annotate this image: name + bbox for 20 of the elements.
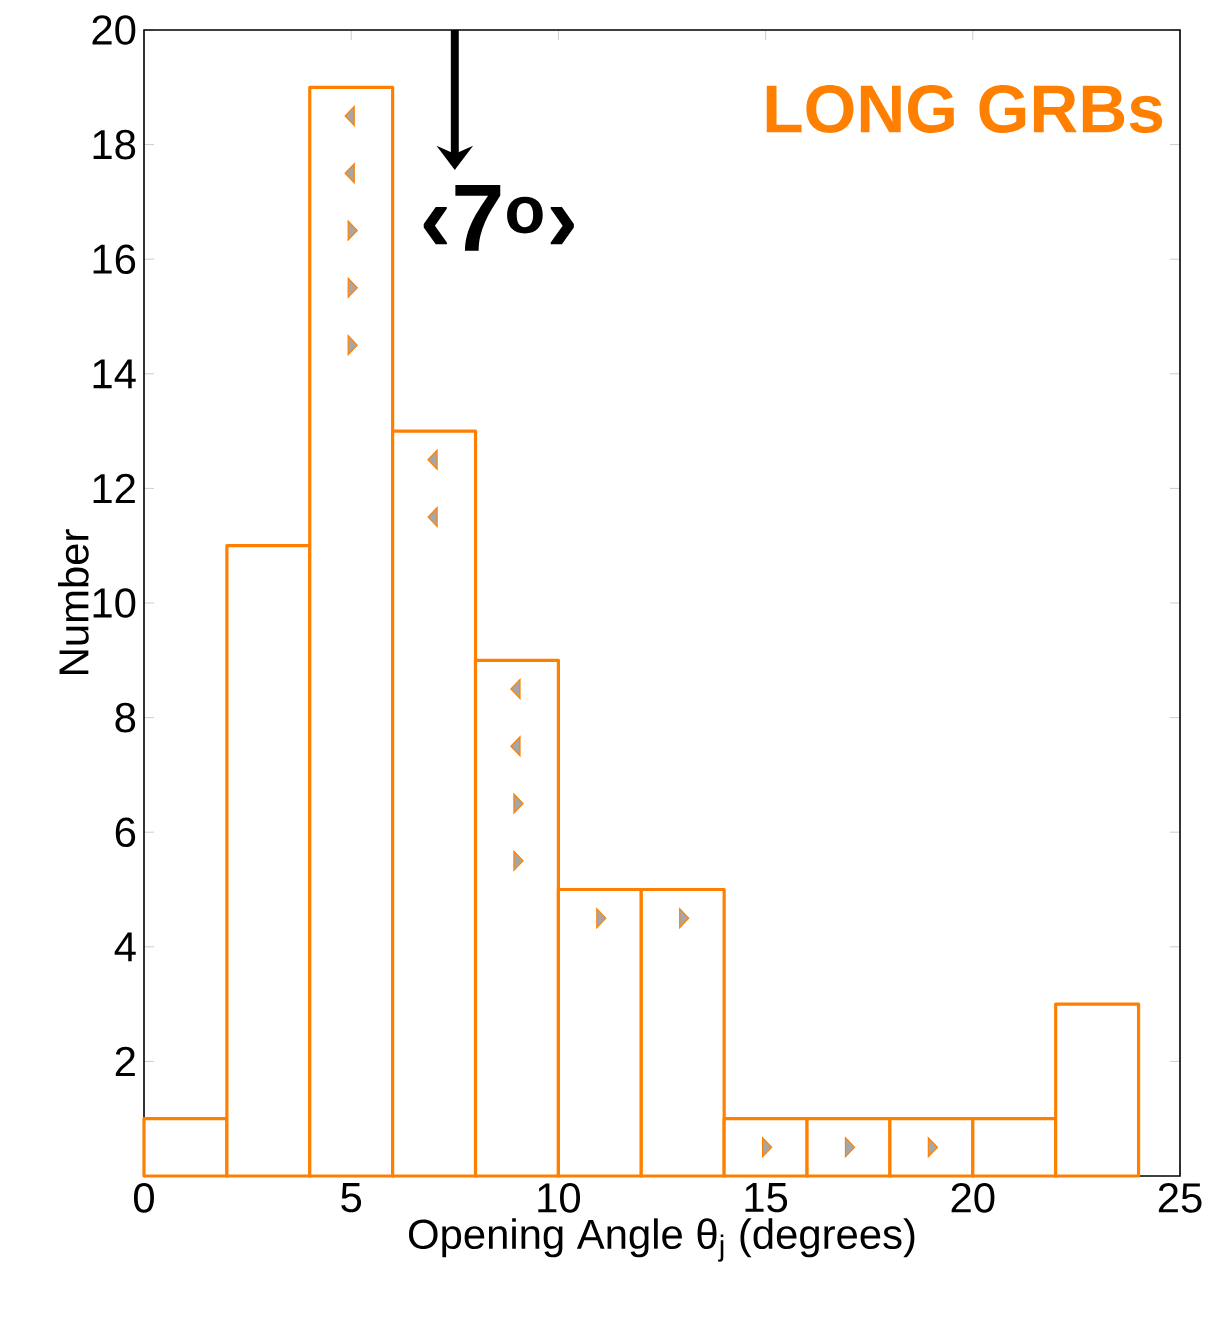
x-tick-label: 10 <box>538 1183 581 1213</box>
y-tick-label: 18 <box>93 129 136 160</box>
y-tick-label: 2 <box>115 1046 135 1077</box>
ref-line-label: ‹7$^{o}$› <box>423 185 574 251</box>
annotation: LONG GRBs <box>766 85 1163 133</box>
x-tick-label: 15 <box>745 1183 788 1213</box>
x-tick-label: 25 <box>1158 1183 1202 1213</box>
y-tick-label: 12 <box>93 473 135 503</box>
y-tick-label: 10 <box>93 588 136 618</box>
x-tick-label: 20 <box>951 1183 995 1213</box>
x-tick-label: 5 <box>341 1183 362 1213</box>
y-tick-label: 6 <box>115 817 136 848</box>
y-tick-label: 20 <box>92 15 136 45</box>
y-tick-label: 14 <box>93 359 136 389</box>
x-tick-label: 0 <box>133 1183 154 1213</box>
y-tick-label: 8 <box>115 702 136 733</box>
y-tick-label: 16 <box>93 244 136 274</box>
y-axis-title: Number <box>58 529 89 674</box>
y-tick-label: 4 <box>114 932 136 962</box>
x-axis-title: Opening Angle θ$_{j}$ (degrees) <box>408 1218 915 1262</box>
